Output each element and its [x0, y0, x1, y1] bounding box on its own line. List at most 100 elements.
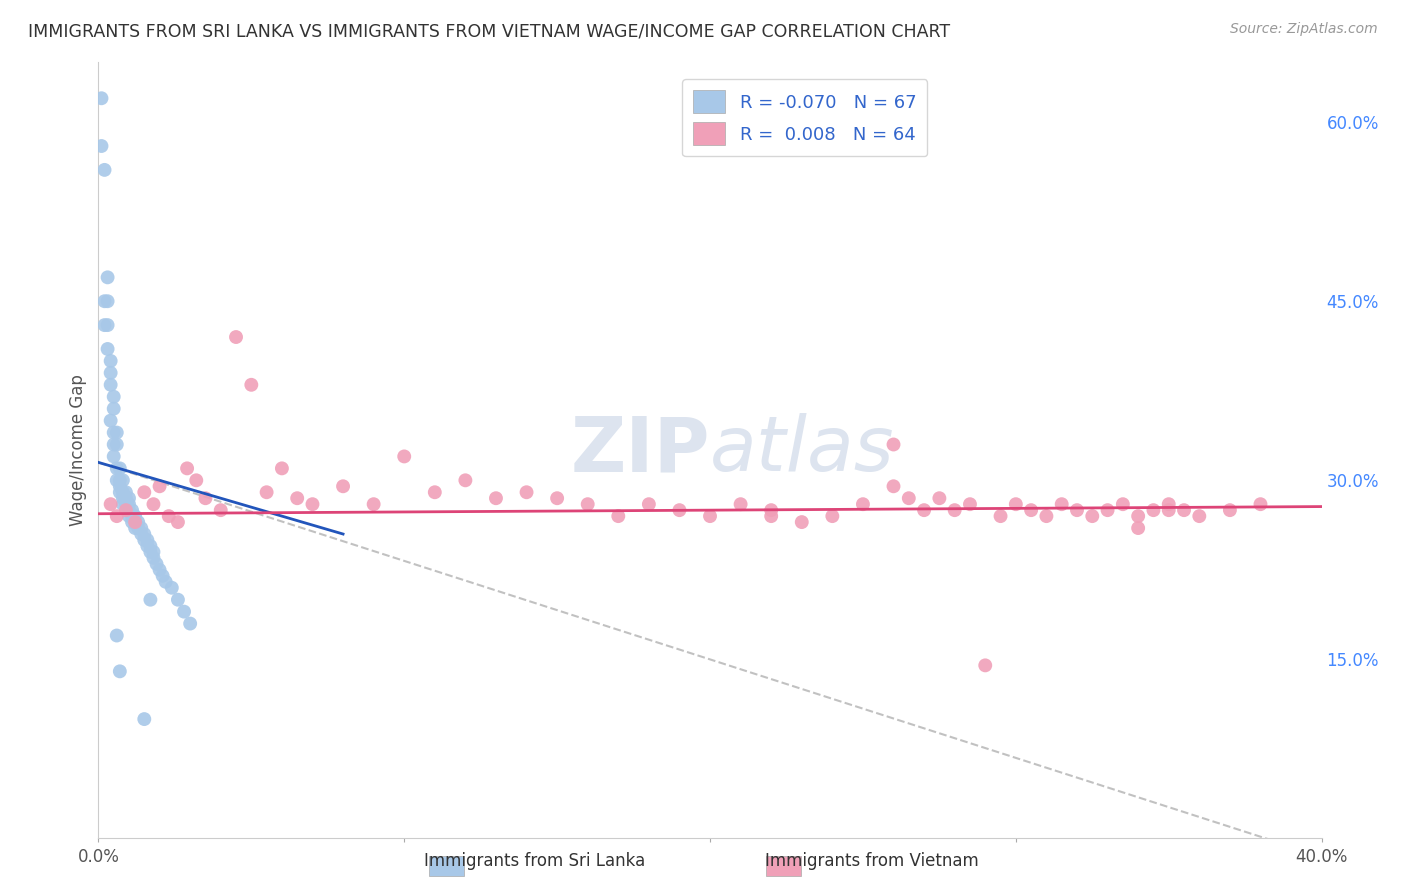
Point: [637, 497, 661, 511]
Point: [124, 521, 146, 535]
Point: [516, 485, 538, 500]
Point: [118, 509, 141, 524]
Point: [576, 497, 599, 511]
Point: [1050, 497, 1073, 511]
Point: [730, 497, 752, 511]
Point: [93, 162, 115, 177]
Point: [256, 485, 278, 500]
Point: [100, 354, 122, 368]
Point: [108, 485, 131, 500]
Point: [179, 616, 201, 631]
Point: [108, 665, 131, 679]
Point: [607, 509, 630, 524]
Point: [139, 545, 162, 559]
Point: [115, 497, 138, 511]
Point: [332, 479, 354, 493]
Point: [93, 318, 115, 332]
Point: [100, 414, 122, 428]
Text: IMMIGRANTS FROM SRI LANKA VS IMMIGRANTS FROM VIETNAM WAGE/INCOME GAP CORRELATION: IMMIGRANTS FROM SRI LANKA VS IMMIGRANTS …: [28, 22, 950, 40]
Point: [111, 473, 134, 487]
Point: [118, 497, 141, 511]
Point: [454, 473, 477, 487]
Point: [152, 569, 174, 583]
Point: [897, 491, 920, 506]
Point: [100, 497, 122, 511]
Point: [108, 479, 131, 493]
Point: [105, 473, 128, 487]
Point: [759, 509, 782, 524]
Point: [149, 563, 172, 577]
Point: [97, 342, 120, 356]
Point: [240, 377, 263, 392]
Point: [97, 318, 120, 332]
Point: [111, 497, 134, 511]
Point: [136, 539, 159, 553]
Point: [118, 491, 141, 506]
Point: [1112, 497, 1135, 511]
Point: [127, 515, 149, 529]
Point: [134, 485, 156, 500]
Point: [139, 592, 162, 607]
Text: Immigrants from Vietnam: Immigrants from Vietnam: [765, 852, 979, 870]
Point: [990, 509, 1012, 524]
Point: [103, 425, 125, 440]
Point: [546, 491, 568, 506]
Point: [111, 485, 134, 500]
Point: [176, 461, 198, 475]
Point: [103, 390, 125, 404]
Point: [105, 437, 128, 451]
Point: [485, 491, 508, 506]
Point: [103, 437, 125, 451]
Point: [121, 509, 143, 524]
Text: Immigrants from Sri Lanka: Immigrants from Sri Lanka: [423, 852, 645, 870]
Point: [103, 401, 125, 416]
Point: [167, 515, 190, 529]
Point: [270, 461, 292, 475]
Point: [699, 509, 721, 524]
Legend: R = -0.070   N = 67, R =  0.008   N = 64: R = -0.070 N = 67, R = 0.008 N = 64: [682, 79, 928, 156]
Point: [115, 491, 138, 506]
Point: [157, 509, 180, 524]
Point: [1081, 509, 1104, 524]
Point: [93, 294, 115, 309]
Point: [883, 479, 905, 493]
Point: [105, 509, 128, 524]
Point: [121, 515, 143, 529]
Y-axis label: Wage/Income Gap: Wage/Income Gap: [69, 375, 87, 526]
Point: [124, 515, 146, 529]
Point: [912, 503, 935, 517]
Text: ZIP: ZIP: [571, 414, 710, 487]
Text: atlas: atlas: [710, 414, 894, 487]
Point: [285, 491, 308, 506]
Point: [186, 473, 208, 487]
Point: [1157, 503, 1180, 517]
Point: [111, 491, 134, 506]
Point: [105, 425, 128, 440]
Point: [852, 497, 875, 511]
Point: [129, 527, 152, 541]
Point: [134, 533, 156, 547]
Point: [1173, 503, 1195, 517]
Point: [821, 509, 844, 524]
Point: [209, 503, 232, 517]
Point: [1128, 509, 1150, 524]
Point: [790, 515, 813, 529]
Point: [1066, 503, 1088, 517]
Point: [139, 539, 162, 553]
Point: [301, 497, 323, 511]
Point: [134, 527, 156, 541]
Point: [118, 503, 141, 517]
Point: [173, 605, 195, 619]
Point: [127, 521, 149, 535]
Point: [108, 461, 131, 475]
Point: [1249, 497, 1271, 511]
Point: [97, 294, 120, 309]
Point: [103, 450, 125, 464]
Point: [90, 91, 112, 105]
Point: [194, 491, 217, 506]
Point: [225, 330, 247, 344]
Point: [149, 479, 172, 493]
Point: [142, 497, 165, 511]
Point: [959, 497, 981, 511]
Point: [943, 503, 966, 517]
